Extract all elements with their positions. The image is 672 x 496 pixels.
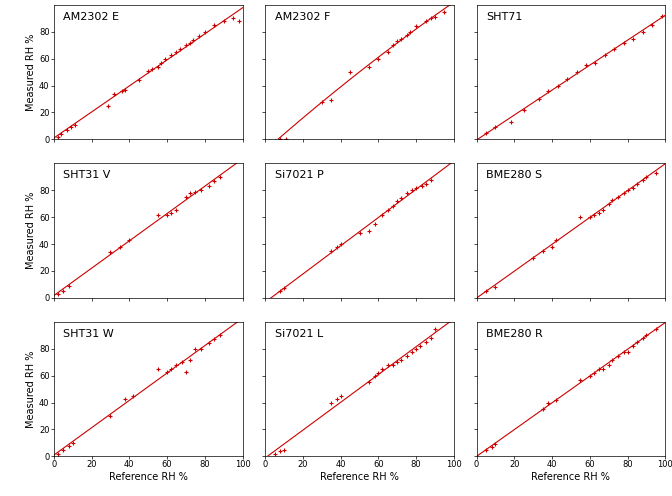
Y-axis label: Measured RH %: Measured RH %: [26, 33, 36, 111]
Text: AM2302 F: AM2302 F: [275, 12, 330, 22]
Text: BME280 R: BME280 R: [486, 329, 543, 339]
X-axis label: Reference RH %: Reference RH %: [320, 472, 399, 482]
Y-axis label: Measured RH %: Measured RH %: [26, 351, 36, 428]
Y-axis label: Measured RH %: Measured RH %: [26, 192, 36, 269]
X-axis label: Reference RH %: Reference RH %: [532, 472, 610, 482]
Text: SHT31 V: SHT31 V: [63, 170, 111, 180]
Text: Si7021 P: Si7021 P: [275, 170, 323, 180]
Text: BME280 S: BME280 S: [486, 170, 542, 180]
Text: SHT71: SHT71: [486, 12, 522, 22]
Text: AM2302 E: AM2302 E: [63, 12, 119, 22]
Text: Si7021 L: Si7021 L: [275, 329, 323, 339]
Text: SHT31 W: SHT31 W: [63, 329, 114, 339]
X-axis label: Reference RH %: Reference RH %: [109, 472, 187, 482]
